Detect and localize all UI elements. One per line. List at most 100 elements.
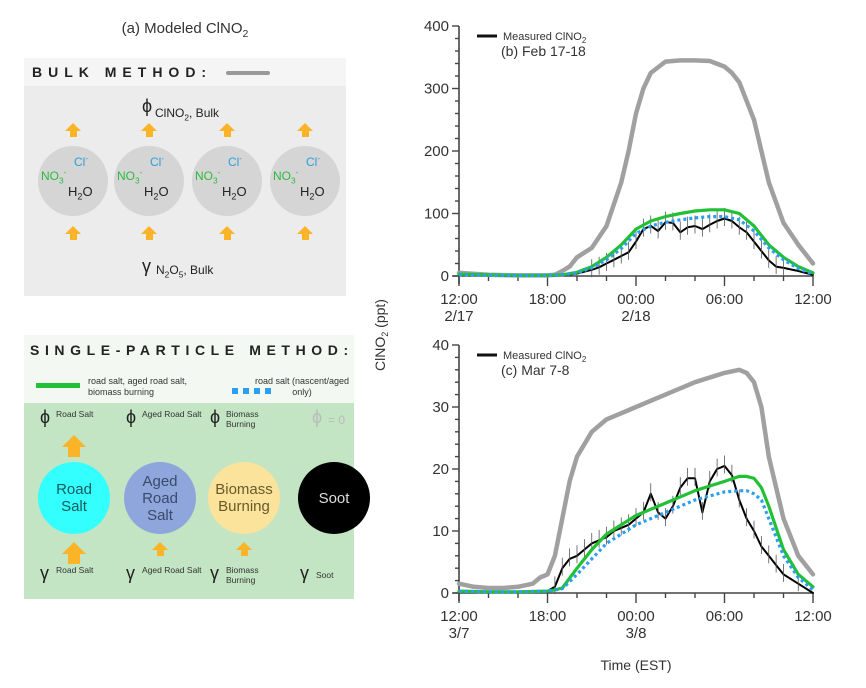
arrow-up-icon	[152, 542, 168, 556]
legend-measured-sub: 2	[582, 36, 587, 45]
y-axis-label: ClNO2 (ppt)	[372, 299, 390, 371]
bulk-particle: Cl- NO3- H2O	[114, 146, 184, 216]
arrow-up-icon	[141, 226, 157, 240]
nitrate-sub: 3	[59, 175, 64, 186]
particle-label: Biomass Burning	[215, 481, 273, 515]
phi-symbol: ϕ	[40, 407, 51, 427]
phi-symbol: ϕ	[210, 407, 221, 427]
x-tick-label: 12:00	[440, 291, 478, 308]
legend-blue-dotted-line	[232, 381, 276, 394]
x-tick-date-label: 2/17	[444, 308, 473, 325]
gamma-bulk-suffix: , Bulk	[183, 263, 214, 277]
gamma-bulk-sub1: 2	[164, 269, 170, 280]
particle-biomass-burning: Biomass Burning	[208, 462, 280, 534]
x-tick-label: 18:00	[529, 608, 567, 625]
nitrate-charge: -	[139, 168, 143, 177]
arrow-stem	[145, 131, 153, 137]
arrow-stem	[145, 234, 153, 240]
x-tick-label: 12:00	[794, 291, 832, 308]
arrow-stem	[301, 131, 309, 137]
phi-zero-label: = 0	[328, 413, 346, 427]
x-tick-label: 06:00	[706, 291, 744, 308]
x-tick-label: 06:00	[706, 608, 744, 625]
gamma-symbol: γ	[210, 563, 219, 583]
water-label: H2O	[222, 184, 247, 202]
water-label: H2O	[144, 184, 169, 202]
x-tick-date-label: 3/7	[449, 625, 470, 642]
water-sub: 2	[231, 191, 237, 202]
chloride-label: Cl-	[74, 154, 88, 169]
series-single-particle-method	[457, 474, 815, 594]
legend-measured-label: Measured ClNO2	[503, 31, 587, 45]
water-label: H2O	[300, 184, 325, 202]
panel-a-title: (a) Modeled ClNO2	[0, 20, 370, 40]
y-tick-label: 20	[432, 461, 449, 478]
phi-symbol: ϕ	[142, 96, 153, 116]
particle-label: Aged Road Salt	[142, 472, 178, 524]
y-tick-label: 10	[432, 523, 449, 540]
legend-blue-label: road salt (nascent/aged only)	[254, 376, 350, 397]
x-tick-date-label: 3/8	[626, 625, 647, 642]
legend-measured-label: Measured ClNO2	[503, 350, 587, 364]
phi-symbol: ϕ	[126, 407, 137, 427]
arrow-stem	[301, 234, 309, 240]
gamma-symbol: γ	[126, 563, 135, 583]
x-axis-label: Time (EST)	[600, 657, 671, 673]
single-particles: ϕ Road Salt Road Salt γ Road Salt ϕ Aged Road …	[24, 335, 370, 585]
arrow-up-icon	[219, 226, 235, 240]
legend-green-label: road salt, aged road salt, biomass burni…	[88, 376, 188, 397]
y-tick-label: 0	[441, 585, 449, 602]
bulk-method-panel: BULK METHOD: ϕ ClNO2, Bulk Cl- NO3- H2O Cl-…	[24, 58, 346, 296]
y-tick-label: 400	[424, 18, 449, 35]
nitrate-label: NO3-	[195, 168, 221, 186]
y-tick-label: 100	[424, 206, 449, 223]
chloride-charge: -	[85, 154, 88, 163]
nitrate-charge: -	[63, 168, 67, 177]
single-particle-header: SINGLE-PARTICLE METHOD:	[30, 342, 354, 358]
nitrate-sub: 3	[135, 175, 140, 186]
gamma-label: Road Salt	[56, 565, 94, 575]
water-sub: 2	[309, 191, 315, 202]
arrow-head	[61, 435, 86, 447]
panel-a-title-text: (a) Modeled ClNO	[121, 20, 243, 37]
legend-green-line	[36, 383, 80, 388]
arrow-stem	[68, 447, 80, 457]
gamma-label: Biomass Burning	[226, 565, 259, 585]
bulk-particle: Cl- NO3- H2O	[192, 146, 262, 216]
x-tick-date-label: 2/18	[621, 308, 650, 325]
gamma-bulk-n: N	[156, 263, 165, 277]
arrow-stem	[156, 550, 164, 556]
series-road-salt-nascent-aged-only-	[458, 489, 815, 594]
phi-bulk-sub: 2	[184, 112, 190, 123]
arrow-head	[141, 123, 157, 131]
arrow-stem	[68, 554, 80, 564]
gamma-symbol: γ	[142, 256, 151, 276]
chloride-charge: -	[239, 154, 242, 163]
x-tick-label: 12:00	[440, 608, 478, 625]
particle-label: Soot	[318, 489, 350, 507]
gamma-label: Aged Road Salt	[142, 565, 202, 575]
arrow-up-icon	[297, 226, 313, 240]
single-particle-header-bar: SINGLE-PARTICLE METHOD: road salt, aged …	[24, 335, 354, 403]
y-tick-label: 200	[424, 143, 449, 160]
particle-soot: Soot	[298, 462, 370, 534]
arrow-head	[297, 226, 313, 234]
particle-road-salt: Road Salt	[38, 462, 110, 534]
arrow-head	[219, 123, 235, 131]
panel-a-title-sub: 2	[242, 28, 249, 40]
arrow-up-icon	[65, 226, 81, 240]
single-particle-panel: SINGLE-PARTICLE METHOD: road salt, aged …	[24, 335, 370, 599]
arrow-stem	[223, 131, 231, 137]
arrow-up-icon	[61, 542, 87, 564]
arrow-head	[141, 226, 157, 234]
water-sub: 2	[77, 191, 83, 202]
y-tick-label: 30	[432, 399, 449, 416]
y-tick-label: 0	[441, 268, 449, 285]
arrow-up-icon	[141, 123, 157, 137]
bulk-particle: Cl- NO3- H2O	[38, 146, 108, 216]
chloride-charge: -	[161, 154, 164, 163]
arrow-up-icon	[61, 435, 87, 457]
chloride-label: Cl-	[228, 154, 242, 169]
